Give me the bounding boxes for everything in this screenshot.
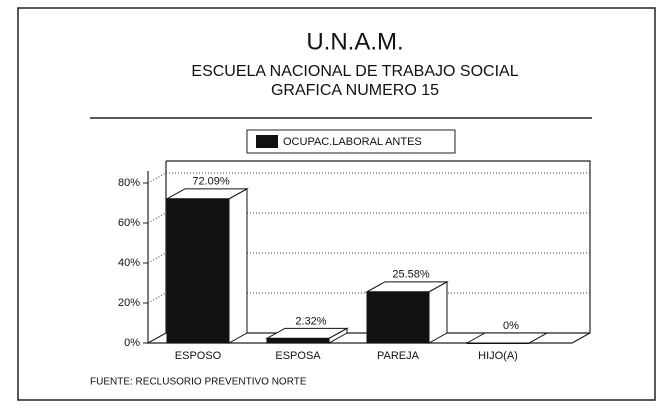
bar	[465, 332, 549, 344]
x-tick-label: ESPOSA	[275, 350, 321, 362]
x-tick-label: HIJO(A)	[478, 350, 518, 362]
bar-front	[266, 337, 330, 344]
chart-title: U.N.A.M.	[306, 28, 403, 55]
chart-subtitle: GRAFICA NUMERO 15	[271, 82, 439, 99]
bar-front	[166, 198, 230, 344]
x-tick-label: ESPOSO	[175, 350, 222, 362]
legend-swatch	[256, 135, 278, 148]
bar-side	[228, 187, 248, 344]
grid-line	[147, 292, 167, 304]
grid-line	[147, 172, 167, 184]
value-label: 72.09%	[192, 176, 230, 188]
bar	[165, 187, 249, 344]
y-tick-label: 20%	[118, 297, 140, 309]
y-tick-label: 60%	[118, 217, 140, 229]
legend-box	[246, 129, 456, 154]
side-wall	[147, 171, 167, 345]
frame	[17, 7, 656, 401]
y-tick-label: 40%	[118, 257, 140, 269]
grid-line	[147, 252, 167, 264]
bar-top	[465, 332, 549, 344]
bar-front	[366, 291, 430, 344]
y-tick-label: 80%	[118, 177, 140, 189]
bar-front	[466, 342, 530, 344]
legend-label: OCUPAC.LABORAL ANTES	[283, 136, 422, 148]
bar-side	[428, 280, 448, 344]
source: FUENTE: RECLUSORIO PREVENTIVO NORTE	[90, 377, 307, 388]
bar	[365, 280, 449, 344]
x-tick-label: PAREJA	[377, 350, 420, 362]
bar	[265, 327, 349, 344]
value-label: 25.58%	[392, 269, 430, 281]
chart-subtitle: ESCUELA NACIONAL DE TRABAJO SOCIAL	[191, 63, 518, 80]
value-label: 2.32%	[295, 315, 326, 327]
y-tick-label: 0%	[124, 337, 140, 349]
value-label: 0%	[503, 320, 519, 332]
grid-line	[147, 212, 167, 224]
